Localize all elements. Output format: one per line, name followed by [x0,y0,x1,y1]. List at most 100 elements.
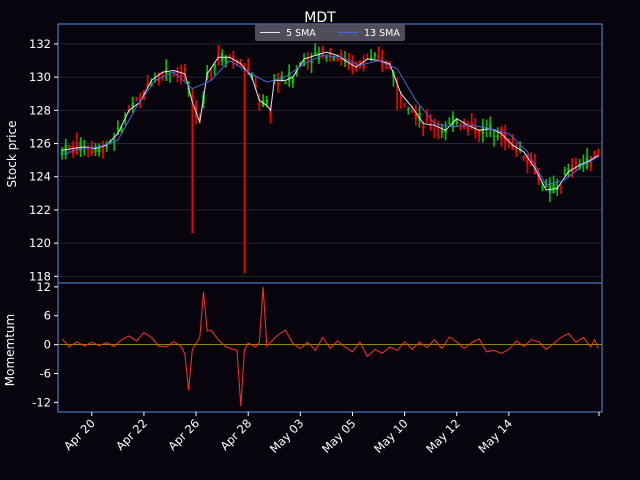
candle-body [407,108,410,110]
momentum-y-axis-label: Momemtum [3,314,17,386]
candle-body [522,156,525,158]
candle-body [250,73,254,79]
candle-body [314,52,317,55]
candle-body [466,124,470,131]
candle-body [105,146,108,148]
candle-body [258,102,261,105]
x-tick-label: May 03 [267,416,307,456]
candle-body [295,70,298,75]
candle-body [362,62,365,69]
candle-body [146,83,149,88]
candle-body [83,149,86,152]
candle-body [578,163,581,169]
price-y-ticks: 118 120 122 124 126 128 130 132 [29,37,58,283]
candle-body [101,147,105,153]
candle-body [489,123,492,130]
candle-body [198,118,201,120]
momentum-y-tick-label: 12 [36,280,51,294]
candle-body [496,135,499,138]
price-y-tick-label: 130 [29,70,51,84]
x-tick-label: Apr 26 [165,416,202,453]
momentum-y-tick-label: 0 [44,338,51,352]
candle-body [410,110,414,113]
x-tick-label: May 05 [319,416,359,456]
candle-body [243,70,246,72]
momentum-y-tick-label: -6 [40,366,51,380]
momentum-y-tick-label: -12 [32,395,51,409]
candle-body [310,61,313,64]
momentum-frame [57,282,603,413]
momentum-line [61,286,599,407]
candle-body [574,161,578,164]
candle-body [571,165,574,173]
candle-body [463,120,466,129]
sma-13-line [61,54,599,186]
candle-body [369,56,373,61]
candle-body [422,125,425,129]
candle-body [440,130,444,133]
price-y-tick-label: 122 [29,203,51,217]
candle-body [157,73,161,82]
price-grid [58,43,602,277]
candle-body [247,67,250,72]
candle-body [328,53,332,57]
candle-body [544,186,548,188]
price-y-tick-label: 132 [29,37,51,51]
price-y-tick-label: 118 [29,269,51,283]
candle-body [98,145,101,153]
legend: 5 SMA 13 SMA [255,24,405,41]
candle-body [548,183,552,193]
candle-body [526,156,529,164]
candle-body [317,52,321,61]
candle-body [388,63,391,70]
x-axis-ticks: Apr 20 Apr 22 Apr 26 Apr 28 May 03 May 05 May … [61,412,600,456]
candle-body [254,85,257,88]
candle-body [213,64,216,69]
candle-body [582,163,585,165]
candle-body [265,99,269,104]
candle-body [302,59,306,66]
legend-label-5sma: 5 SMA [286,28,316,39]
candle-body [559,187,563,189]
candle-body [172,74,175,77]
candle-body [448,123,451,125]
x-tick-label: Apr 20 [61,416,98,453]
x-tick-label: May 10 [371,416,411,456]
candle-body [269,109,272,116]
sma-lines [61,51,599,191]
legend-label-13sma: 13 SMA [364,28,400,39]
candle-body [395,80,399,82]
candle-body [176,72,179,74]
candle-body [325,55,328,59]
candle-body [90,149,93,154]
candle-body [299,62,302,66]
candle-body [403,104,406,106]
candle-body [373,54,377,57]
candle-body [399,98,403,101]
candle-body [474,126,477,134]
candle-body [515,145,518,153]
candle-body [336,57,339,61]
candle-body [284,82,287,84]
candle-body [135,99,138,101]
candle-body [377,55,380,58]
candle-body [470,122,473,126]
candle-body [71,146,75,154]
candle-body [321,47,324,53]
candle-body [224,56,228,63]
price-y-tick-label: 124 [29,170,51,184]
candle-body [358,60,362,66]
candle-body [451,115,455,128]
sma-5-line [61,51,599,191]
x-tick-label: Apr 22 [113,416,150,453]
candle-body [537,174,540,181]
chart-title: MDT [304,10,336,26]
candle-body [179,73,183,78]
price-y-tick-label: 128 [29,103,51,117]
candle-body [131,102,134,109]
momentum-y-ticks: 12 6 0 -6 -12 [32,280,58,409]
candle-body [492,135,496,137]
candle-body [418,112,421,121]
